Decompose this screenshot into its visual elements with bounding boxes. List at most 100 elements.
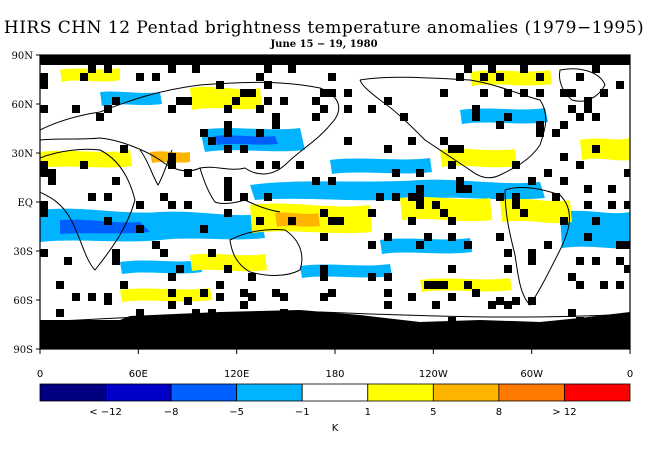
missing-data-pixel — [320, 273, 328, 281]
missing-data-pixel — [40, 201, 48, 209]
missing-data-pixel — [168, 301, 176, 309]
missing-data-pixel — [248, 293, 256, 301]
colorbar-unit: K — [332, 423, 339, 434]
colorbar-label: < −12 — [89, 407, 122, 418]
missing-data-pixel — [40, 81, 48, 89]
missing-data-pixel — [552, 129, 560, 137]
missing-data-pixel — [272, 113, 280, 121]
missing-data-pixel — [224, 209, 232, 217]
anomaly-region — [215, 135, 278, 145]
missing-data-pixel — [432, 281, 440, 289]
missing-data-pixel — [328, 73, 336, 81]
longitude-label: 0 — [627, 369, 633, 380]
missing-data-pixel — [456, 185, 464, 193]
missing-data-pixel — [464, 185, 472, 193]
missing-data-pixel — [528, 177, 536, 185]
missing-data-pixel — [112, 257, 120, 265]
missing-data-pixel — [448, 161, 456, 169]
missing-data-pixel — [504, 113, 512, 121]
missing-data-pixel — [264, 65, 272, 73]
missing-data-pixel — [616, 81, 624, 89]
missing-data-pixel — [40, 169, 48, 177]
anomaly-region — [40, 150, 132, 168]
missing-data-pixel — [504, 301, 512, 309]
missing-data-pixel — [136, 201, 144, 209]
coastline-india — [139, 149, 173, 186]
missing-data-pixel — [416, 169, 424, 177]
colorbar-swatch — [39, 383, 106, 402]
missing-data-pixel — [560, 177, 568, 185]
missing-data-pixel — [472, 113, 480, 121]
missing-data-pixel — [416, 185, 424, 193]
colorbar-label: −1 — [295, 407, 310, 418]
colorbar-label: > 12 — [552, 407, 576, 418]
missing-data-pixel — [592, 113, 600, 121]
missing-data-pixel — [368, 241, 376, 249]
missing-data-pixel — [192, 309, 200, 317]
missing-data-pixel — [240, 193, 248, 201]
colorbar-swatch — [301, 383, 369, 402]
coastlines — [40, 68, 630, 323]
missing-data-pixel — [440, 209, 448, 217]
missing-data-pixel — [240, 301, 248, 309]
missing-data-pixel — [384, 289, 392, 297]
missing-data-pixel — [152, 73, 160, 81]
missing-data-pixel — [616, 241, 624, 249]
missing-data-pixel — [536, 73, 544, 81]
missing-data-pixel — [328, 217, 336, 225]
missing-data-pixel — [152, 241, 160, 249]
missing-data-pixel — [624, 241, 630, 249]
missing-data-pixel — [72, 105, 80, 113]
anomaly-region — [120, 260, 202, 274]
colorbar-swatch — [432, 383, 500, 402]
missing-data-pixel — [168, 105, 176, 113]
missing-data-pixel — [208, 309, 216, 317]
missing-data-pixel — [88, 65, 96, 73]
missing-data-pixel — [368, 105, 376, 113]
missing-data-pixel — [344, 137, 352, 145]
anomaly-region — [60, 219, 150, 234]
missing-data-pixel — [184, 97, 192, 105]
missing-data-pixel — [560, 217, 568, 225]
missing-data-pixel — [424, 233, 432, 241]
missing-data-pixel — [224, 317, 232, 325]
colorbar-label: 1 — [365, 407, 371, 418]
longitude-label: 120E — [224, 369, 249, 380]
latitude-axis: 90N 60N 30N EQ 30S 60S 90S — [12, 51, 40, 356]
missing-data-pixel — [72, 293, 80, 301]
anomaly-region — [40, 208, 265, 242]
missing-data-pixel — [80, 161, 88, 169]
longitude-label: 60W — [520, 369, 543, 380]
missing-data-pixel — [408, 217, 416, 225]
missing-data-pixel — [384, 97, 392, 105]
missing-data-pixel — [216, 81, 224, 89]
missing-data-pixel — [504, 265, 512, 273]
colorbar — [39, 383, 631, 402]
missing-data-pixel — [312, 113, 320, 121]
missing-data-pixel — [104, 293, 112, 301]
missing-data-pixel — [208, 137, 216, 145]
missing-data-pixel — [168, 289, 176, 297]
coastline-se-asia — [199, 167, 281, 213]
missing-data-pixel — [464, 241, 472, 249]
missing-data-pixel — [592, 145, 600, 153]
missing-data-pixel — [272, 121, 280, 129]
missing-data-pixel — [160, 193, 168, 201]
longitude-label: 0 — [37, 369, 43, 380]
missing-data-pixel — [408, 293, 416, 301]
missing-data-pixel — [408, 193, 416, 201]
missing-data-pixel — [432, 301, 440, 309]
colorbar-swatch — [367, 383, 434, 402]
missing-data-pixel — [536, 121, 544, 129]
missing-data-pixel — [600, 89, 608, 97]
missing-data-pixel — [120, 145, 128, 153]
missing-data-pixel — [232, 97, 240, 105]
missing-data-pixel — [512, 193, 520, 201]
missing-data-pixel — [560, 89, 568, 97]
missing-data-pixel — [200, 289, 208, 297]
missing-data-pixel — [104, 217, 112, 225]
missing-data-pixel — [320, 265, 328, 273]
missing-data-pixel — [600, 281, 608, 289]
coastline-greenland — [559, 68, 606, 102]
